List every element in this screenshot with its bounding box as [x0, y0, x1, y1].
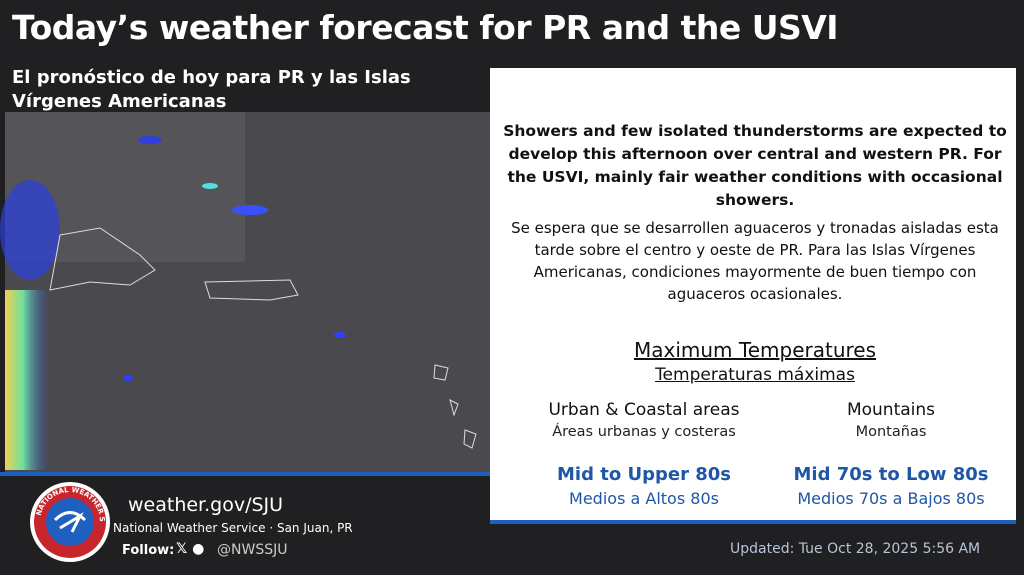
agency: National Weather Service · San Juan, PR: [113, 521, 353, 535]
social-icons: 𝕏 ●: [176, 541, 205, 557]
rain-cell: [232, 205, 268, 215]
website[interactable]: weather.gov/SJU: [128, 494, 284, 516]
temp-column: Urban & Coastal areas Áreas urbanas y co…: [514, 400, 774, 508]
temp-forecast-es: Medios 70s a Bajos 80s: [797, 489, 985, 508]
temp-forecast-es: Medios a Altos 80s: [569, 489, 719, 508]
rain-band: [5, 290, 50, 470]
island-outline: [433, 364, 477, 449]
follow-label: Follow:: [122, 543, 175, 558]
updated: Updated: Tue Oct 28, 2025 5:56 AM: [730, 541, 981, 557]
logo-symbol: [53, 511, 87, 533]
area-es: Montañas: [855, 424, 927, 440]
rain-cell: [138, 136, 162, 144]
title: Today’s weather forecast for PR and the …: [12, 8, 839, 47]
rain-cell: [202, 183, 218, 189]
subtitle: El pronóstico de hoy para PR y las Islas…: [12, 67, 411, 112]
forecast-english: Showers and few isolated thunderstorms a…: [503, 122, 1007, 209]
temperatures-subtitle: Temperaturas máximas: [655, 365, 855, 385]
island-outline: [204, 279, 299, 301]
area: Mountains: [846, 400, 936, 420]
rain-cell: [123, 375, 133, 381]
temperatures-title: Maximum Temperatures: [633, 338, 876, 362]
temp-forecast: Mid 70s to Low 80s: [793, 464, 989, 485]
temp-forecast: Mid to Upper 80s: [557, 464, 731, 485]
handle[interactable]: @NWSSJU: [217, 542, 288, 558]
forecast-spanish: Se espera que se desarrollen aguaceros y…: [511, 219, 999, 303]
rain-band: [0, 180, 60, 280]
island-outline: [49, 227, 156, 291]
rain-cell: [334, 332, 346, 338]
area: Urban & Coastal areas: [548, 400, 740, 420]
forecast-panel: [490, 68, 1016, 524]
temp-column: Mountains Montañas Mid 70s to Low 80s Me…: [761, 400, 1021, 508]
area-es: Áreas urbanas y costeras: [552, 424, 736, 440]
